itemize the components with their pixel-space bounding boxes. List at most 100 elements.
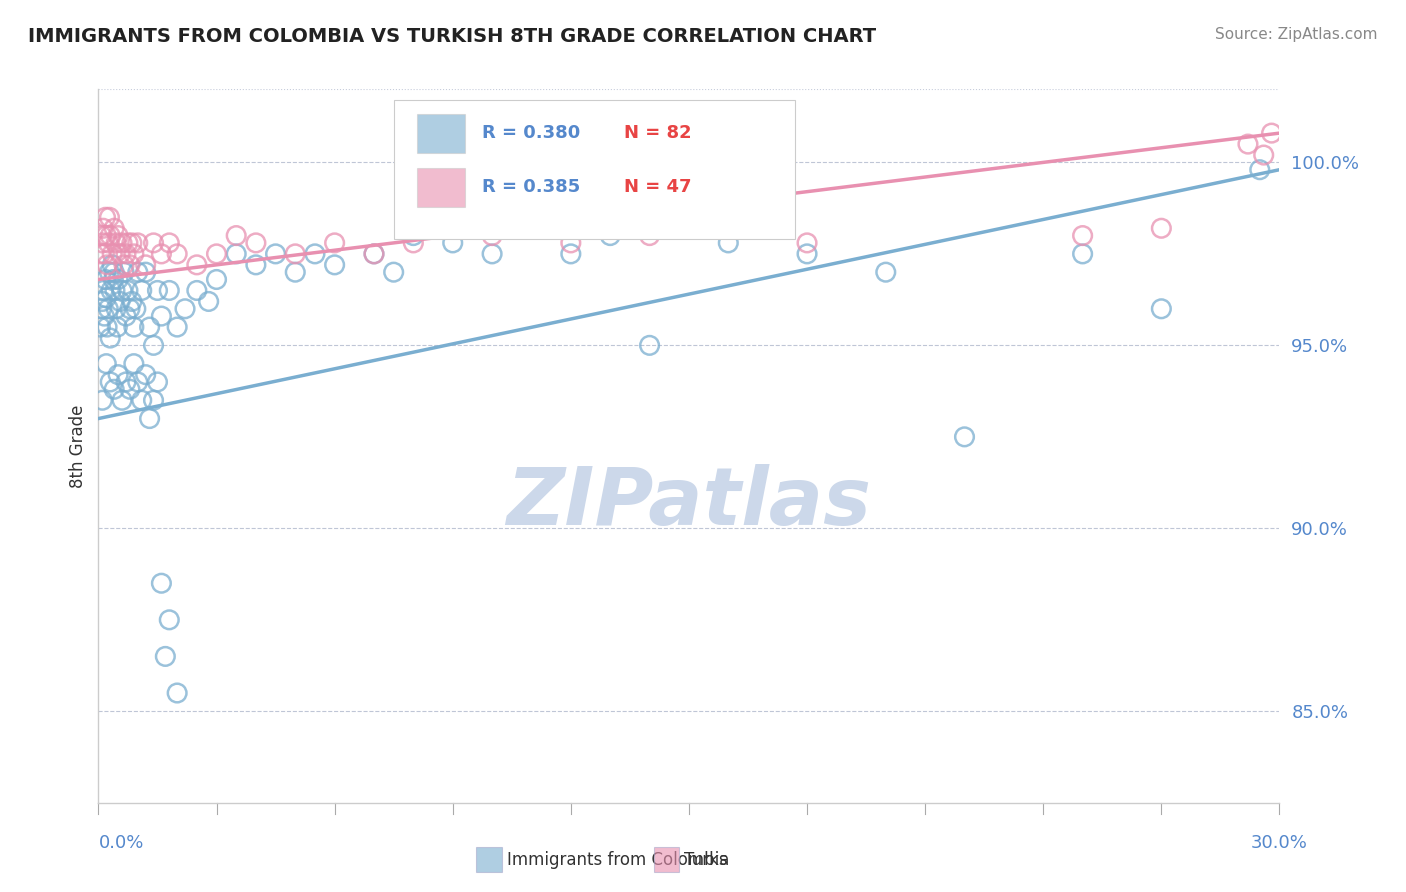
- Point: [91, 221, 114, 235]
- Point: [382, 265, 405, 279]
- Point: [638, 338, 661, 352]
- Point: [103, 382, 125, 396]
- Point: [225, 228, 247, 243]
- Point: [98, 265, 121, 279]
- Point: [1249, 162, 1271, 177]
- Point: [1253, 148, 1275, 162]
- Text: Immigrants from Colombia: Immigrants from Colombia: [508, 851, 730, 869]
- Point: [1260, 126, 1282, 140]
- Point: [111, 284, 134, 298]
- Point: [105, 235, 128, 250]
- Point: [560, 235, 582, 250]
- FancyBboxPatch shape: [418, 114, 464, 153]
- Point: [97, 235, 120, 250]
- Point: [174, 301, 197, 316]
- Point: [117, 235, 139, 250]
- Point: [103, 272, 125, 286]
- Point: [118, 258, 141, 272]
- Point: [166, 686, 188, 700]
- Point: [225, 247, 247, 261]
- Point: [284, 265, 307, 279]
- Point: [138, 411, 160, 425]
- Point: [121, 235, 143, 250]
- Point: [107, 228, 129, 243]
- Point: [205, 247, 228, 261]
- Point: [1071, 228, 1094, 243]
- Point: [96, 258, 118, 272]
- Point: [115, 309, 138, 323]
- Point: [122, 247, 145, 261]
- Point: [96, 357, 118, 371]
- Point: [101, 247, 124, 261]
- Point: [186, 284, 208, 298]
- Point: [105, 301, 128, 316]
- Point: [118, 382, 141, 396]
- Point: [363, 247, 385, 261]
- Point: [157, 235, 180, 250]
- Point: [796, 247, 818, 261]
- Point: [115, 247, 138, 261]
- Text: Source: ZipAtlas.com: Source: ZipAtlas.com: [1215, 27, 1378, 42]
- Point: [112, 265, 135, 279]
- Point: [150, 309, 173, 323]
- Point: [127, 235, 149, 250]
- Point: [122, 320, 145, 334]
- Point: [98, 331, 121, 345]
- Point: [1237, 137, 1260, 152]
- Point: [155, 649, 177, 664]
- Point: [142, 393, 165, 408]
- Point: [1071, 247, 1094, 261]
- Point: [323, 258, 346, 272]
- Point: [284, 247, 307, 261]
- Point: [717, 235, 740, 250]
- Point: [150, 247, 173, 261]
- Point: [166, 320, 188, 334]
- Point: [105, 320, 128, 334]
- Point: [717, 221, 740, 235]
- Point: [146, 375, 169, 389]
- Point: [166, 247, 188, 261]
- Point: [481, 228, 503, 243]
- Point: [205, 272, 228, 286]
- Point: [402, 228, 425, 243]
- Point: [91, 235, 114, 250]
- Point: [135, 265, 157, 279]
- Point: [245, 235, 267, 250]
- Point: [96, 291, 118, 305]
- Point: [796, 235, 818, 250]
- Point: [96, 320, 118, 334]
- Point: [111, 393, 134, 408]
- Point: [323, 235, 346, 250]
- Point: [1150, 301, 1173, 316]
- Point: [94, 272, 117, 286]
- Point: [100, 284, 122, 298]
- Text: 30.0%: 30.0%: [1251, 834, 1308, 852]
- Text: 0.0%: 0.0%: [98, 834, 143, 852]
- Point: [131, 393, 153, 408]
- Point: [98, 228, 121, 243]
- Point: [638, 228, 661, 243]
- FancyBboxPatch shape: [418, 168, 464, 207]
- Point: [111, 235, 134, 250]
- Text: R = 0.380: R = 0.380: [482, 125, 581, 143]
- Point: [138, 320, 160, 334]
- Point: [115, 375, 138, 389]
- Point: [98, 375, 121, 389]
- Point: [107, 272, 129, 286]
- Point: [108, 294, 131, 309]
- Text: ZIPatlas: ZIPatlas: [506, 464, 872, 542]
- Point: [90, 228, 112, 243]
- Point: [97, 301, 120, 316]
- Text: Turks: Turks: [685, 851, 728, 869]
- Point: [101, 258, 124, 272]
- Point: [89, 320, 111, 334]
- Point: [135, 258, 157, 272]
- Point: [96, 228, 118, 243]
- Point: [117, 284, 139, 298]
- Point: [93, 309, 115, 323]
- Point: [953, 430, 976, 444]
- Point: [89, 247, 111, 261]
- Point: [91, 393, 114, 408]
- Point: [91, 294, 114, 309]
- Point: [142, 235, 165, 250]
